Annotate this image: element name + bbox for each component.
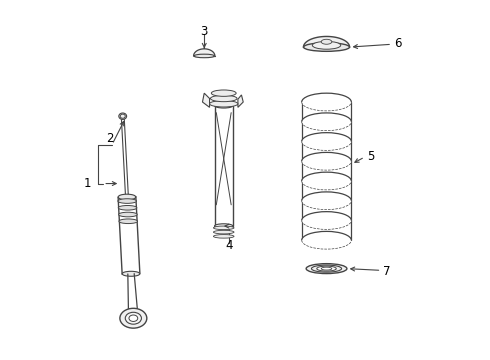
Polygon shape [238, 95, 243, 107]
Ellipse shape [302, 113, 351, 131]
Polygon shape [303, 36, 349, 47]
Text: 4: 4 [225, 239, 233, 252]
Ellipse shape [210, 95, 237, 102]
Ellipse shape [215, 103, 233, 108]
Ellipse shape [214, 235, 234, 238]
Ellipse shape [120, 114, 125, 118]
Ellipse shape [194, 54, 215, 58]
Ellipse shape [122, 271, 140, 276]
Ellipse shape [119, 113, 126, 120]
Ellipse shape [312, 265, 342, 272]
Ellipse shape [302, 93, 351, 111]
Ellipse shape [302, 152, 351, 170]
Ellipse shape [312, 41, 341, 49]
Ellipse shape [303, 43, 349, 51]
Ellipse shape [302, 212, 351, 229]
Ellipse shape [211, 90, 236, 96]
Text: 5: 5 [367, 150, 374, 163]
Ellipse shape [302, 192, 351, 210]
Ellipse shape [321, 39, 332, 44]
Text: 1: 1 [83, 177, 91, 190]
Ellipse shape [118, 199, 137, 203]
Ellipse shape [302, 132, 351, 150]
Ellipse shape [214, 230, 234, 234]
Ellipse shape [120, 308, 147, 328]
Ellipse shape [118, 194, 136, 200]
Text: 2: 2 [106, 132, 114, 145]
Ellipse shape [321, 267, 332, 270]
Ellipse shape [125, 312, 142, 324]
Text: 6: 6 [393, 37, 401, 50]
Ellipse shape [119, 212, 137, 217]
Text: 7: 7 [383, 265, 391, 278]
Ellipse shape [302, 231, 351, 249]
Ellipse shape [118, 206, 137, 210]
Ellipse shape [306, 264, 347, 274]
Ellipse shape [215, 224, 233, 228]
Ellipse shape [302, 172, 351, 190]
Ellipse shape [129, 315, 138, 321]
Ellipse shape [317, 266, 336, 271]
Ellipse shape [119, 219, 138, 224]
Text: 3: 3 [200, 24, 208, 38]
Ellipse shape [214, 226, 234, 230]
Polygon shape [202, 93, 210, 107]
Ellipse shape [210, 100, 238, 107]
Polygon shape [194, 49, 215, 56]
